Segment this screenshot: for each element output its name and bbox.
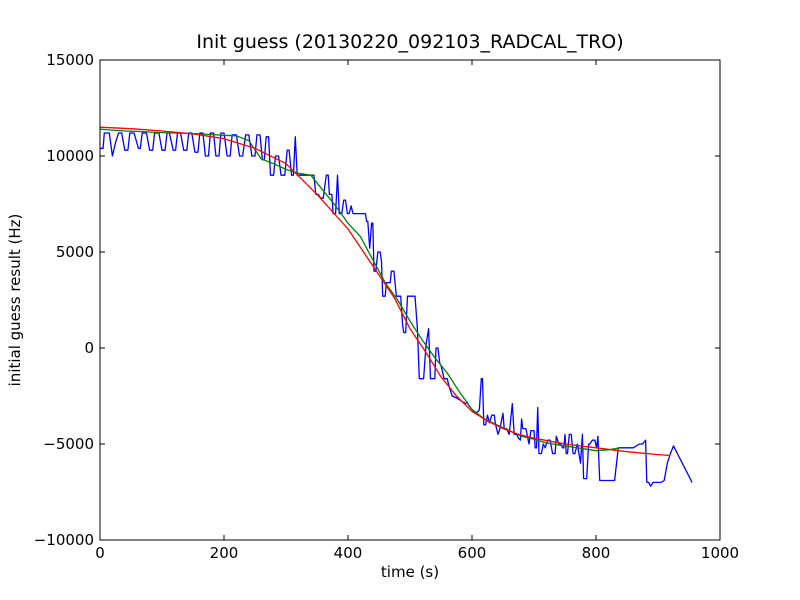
x-axis: 0 200 400 600 800 1000 [95, 60, 739, 562]
y-tick-label: −5000 [43, 435, 94, 453]
plot-area [99, 59, 721, 541]
plot-frame [99, 59, 721, 541]
series-line-1 [100, 132, 693, 487]
y-axis: −10000 −5000 0 5000 10000 15000 [34, 51, 720, 549]
y-axis-label: initial guess result (Hz) [6, 214, 24, 387]
y-tick-label: 10000 [46, 147, 94, 165]
y-tick-label: 15000 [46, 51, 94, 69]
series-layer [100, 126, 693, 487]
chart-title: Init guess (20130220_092103_RADCAL_TRO) [196, 31, 623, 53]
x-tick-label: 1000 [701, 544, 739, 562]
series-line-3 [100, 126, 671, 457]
x-tick-label: 400 [334, 544, 363, 562]
y-tick-label: 5000 [56, 243, 94, 261]
x-tick-label: 0 [95, 544, 105, 562]
y-tick-label: −10000 [34, 531, 94, 549]
y-tick-label: 0 [84, 339, 94, 357]
x-tick-label: 800 [582, 544, 611, 562]
x-tick-label: 600 [458, 544, 487, 562]
x-tick-label: 200 [210, 544, 239, 562]
plot-background [100, 60, 720, 540]
x-axis-label: time (s) [381, 563, 439, 581]
